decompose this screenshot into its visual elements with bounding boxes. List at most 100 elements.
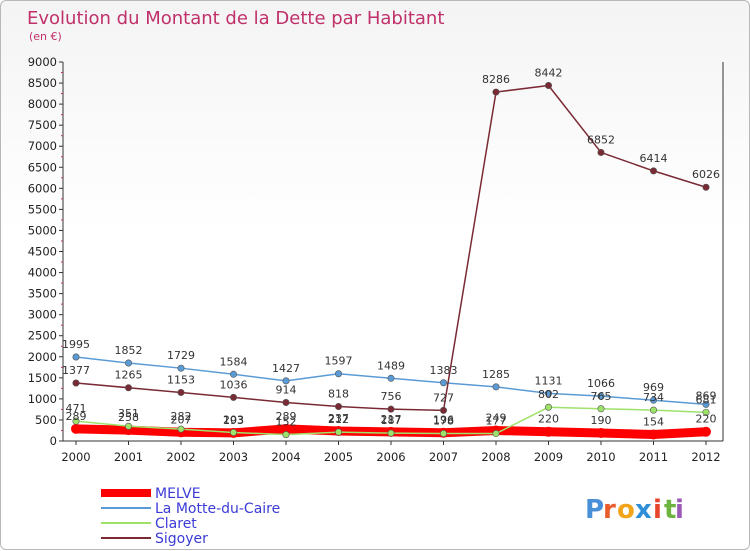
data-point: [597, 405, 605, 413]
data-point: [334, 428, 342, 436]
y-tick-label: 500: [35, 413, 57, 427]
data-label: 1427: [272, 362, 300, 375]
data-label: 1066: [587, 377, 615, 390]
x-tick-label: 2011: [639, 450, 668, 464]
x-tick-label: 2006: [376, 450, 405, 464]
data-label: 152: [276, 416, 297, 429]
data-label: 1995: [62, 338, 90, 351]
data-label: 471: [66, 402, 87, 415]
data-point: [492, 383, 500, 391]
data-label: 289: [276, 410, 297, 423]
data-labels: 289 258 207 193 289 237 217 196 249 220 190 154 220 1…: [62, 66, 720, 428]
data-label: 207: [171, 413, 192, 426]
data-point: [702, 408, 710, 416]
x-tick-label: 2004: [271, 450, 300, 464]
data-label: 220: [696, 413, 717, 426]
y-tick-label: 5000: [28, 223, 57, 237]
series-layer: [71, 81, 711, 440]
y-tick-label: 2500: [28, 329, 57, 343]
data-label: 6026: [692, 168, 720, 181]
logo-letter: o: [617, 495, 635, 525]
data-point: [439, 406, 447, 414]
x-tick-label: 2001: [114, 450, 143, 464]
data-point: [649, 167, 657, 175]
data-label: 1383: [430, 364, 458, 377]
y-tick-label: 3500: [28, 287, 57, 301]
data-point: [649, 396, 657, 404]
data-label: 178: [433, 415, 454, 428]
legend-label: Claret: [155, 516, 197, 532]
legend-label: La Motte-du-Caire: [155, 501, 280, 517]
x-tick-label: 2008: [481, 450, 510, 464]
x-tick-label: 2002: [166, 450, 195, 464]
x-tick-label: 2007: [429, 450, 458, 464]
data-label: 8442: [535, 66, 563, 79]
y-tick-label: 6000: [28, 181, 57, 195]
data-label: 914: [276, 384, 297, 397]
x-tick-label: 2003: [219, 450, 248, 464]
data-point: [387, 374, 395, 382]
data-label: 1036: [220, 378, 248, 391]
data-label: 1131: [535, 374, 563, 387]
y-tick-label: 2000: [28, 350, 57, 364]
data-point: [439, 430, 447, 438]
data-point: [230, 428, 238, 436]
data-point: [544, 81, 552, 89]
data-point: [177, 364, 185, 372]
data-point: [125, 384, 133, 392]
data-point: [492, 430, 500, 438]
logo-letter: P: [585, 495, 604, 525]
data-label: 193: [223, 414, 244, 427]
data-label: 237: [328, 412, 349, 425]
data-point: [72, 417, 80, 425]
data-label: 734: [643, 391, 664, 404]
x-tick-label: 2009: [534, 450, 563, 464]
data-point: [649, 406, 657, 414]
data-point: [544, 389, 552, 397]
data-point: [597, 148, 605, 156]
y-tick-label: 4500: [28, 245, 57, 259]
data-label: 6414: [640, 152, 668, 165]
data-label: 1377: [62, 364, 90, 377]
data-point: [281, 423, 291, 434]
x-tick-label: 2000: [61, 450, 90, 464]
data-point: [334, 370, 342, 378]
axes: 0 500 1000 1500 2000 2500 3000 3500 4000 4500 5000…: [28, 55, 724, 464]
data-label: 1597: [325, 355, 353, 368]
data-label: 802: [538, 388, 559, 401]
data-label: 681: [696, 393, 717, 406]
data-label: 1729: [167, 349, 195, 362]
data-point: [439, 379, 447, 387]
data-label: 177: [486, 415, 507, 428]
data-point: [230, 370, 238, 378]
data-label: 6852: [587, 133, 615, 146]
logo-letter: x: [635, 495, 652, 525]
data-label: 1265: [115, 369, 143, 382]
y-tick-label: 5500: [28, 202, 57, 216]
data-label: 217: [381, 413, 402, 426]
data-label: 203: [223, 413, 244, 426]
data-point: [648, 429, 659, 440]
data-label: 282: [171, 410, 192, 423]
data-label: 1285: [482, 368, 510, 381]
data-label: 727: [433, 391, 454, 404]
data-label: 249: [486, 412, 507, 425]
data-label: 190: [591, 414, 612, 427]
data-label: 1153: [167, 373, 195, 386]
data-point: [72, 379, 80, 387]
data-label: 969: [643, 381, 664, 394]
data-label: 187: [381, 414, 402, 427]
x-tick-label: 2010: [586, 450, 615, 464]
data-point: [334, 403, 342, 411]
data-label: 220: [538, 413, 559, 426]
data-point: [230, 393, 238, 401]
chart-title: Evolution du Montant de la Dette par Hab…: [27, 8, 444, 29]
data-point: [701, 426, 711, 437]
data-label: 258: [118, 411, 139, 424]
legend-label: Sigoyer: [155, 531, 208, 547]
data-point: [387, 405, 395, 413]
proxiti-logo: Pr o x i ti: [585, 495, 684, 525]
data-label: 351: [118, 407, 139, 420]
y-tick-label: 1000: [28, 392, 57, 406]
